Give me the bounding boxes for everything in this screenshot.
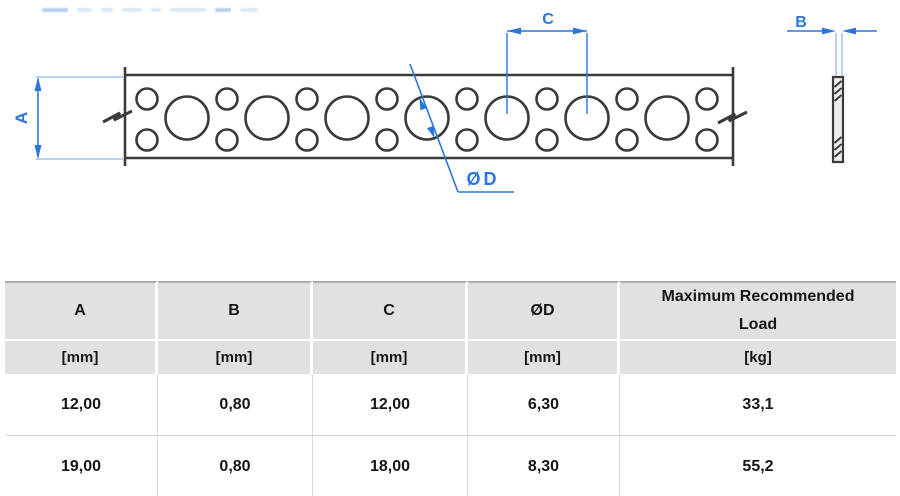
dim-c-label: C xyxy=(542,11,554,28)
small-hole xyxy=(135,87,159,111)
value-b: 0,80 xyxy=(158,374,313,435)
table-row: 19,00 0,80 18,00 8,30 55,2 xyxy=(5,435,896,496)
arrowhead-right xyxy=(573,27,587,35)
small-hole xyxy=(695,128,719,152)
large-hole xyxy=(324,95,370,141)
col-header-b: B xyxy=(158,281,313,339)
arrowhead-left xyxy=(507,27,521,35)
leader-line xyxy=(409,63,459,193)
arrowhead-lower xyxy=(427,125,435,139)
dim-d-label: ØD xyxy=(467,169,500,189)
dimension-a: A xyxy=(12,76,123,160)
col-header-a: A xyxy=(5,281,158,339)
hole-pattern xyxy=(135,87,719,152)
unit-load: [kg] xyxy=(620,339,896,374)
small-hole xyxy=(215,128,239,152)
table-header-row: A B C ØD Maximum Recommended Load xyxy=(5,281,896,339)
small-hole xyxy=(455,128,479,152)
front-view xyxy=(102,67,748,166)
arrowhead-up xyxy=(34,77,42,91)
large-hole xyxy=(644,95,690,141)
leader-d: ØD xyxy=(409,63,514,193)
side-view xyxy=(831,75,845,164)
unit-b: [mm] xyxy=(158,339,313,374)
unit-c: [mm] xyxy=(313,339,468,374)
value-d: 8,30 xyxy=(468,435,620,496)
arrowhead-left xyxy=(842,27,856,35)
small-hole xyxy=(455,87,479,111)
table-units-row: [mm] [mm] [mm] [mm] [kg] xyxy=(5,339,896,374)
small-hole xyxy=(375,128,399,152)
value-b: 0,80 xyxy=(158,435,313,496)
small-hole xyxy=(295,128,319,152)
unit-a: [mm] xyxy=(5,339,158,374)
arrowhead-down xyxy=(34,145,42,159)
dim-b-label: B xyxy=(795,14,807,31)
col-header-load: Maximum Recommended Load xyxy=(620,281,896,339)
arrowhead-upper xyxy=(419,97,427,111)
value-load: 55,2 xyxy=(620,435,896,496)
spec-table-wrap: A B C ØD Maximum Recommended Load [mm] [… xyxy=(5,281,896,496)
small-hole xyxy=(695,87,719,111)
table-row: 12,00 0,80 12,00 6,30 33,1 xyxy=(5,374,896,435)
unit-d: [mm] xyxy=(468,339,620,374)
dim-a-label: A xyxy=(12,112,31,124)
arrowhead-right xyxy=(822,27,836,35)
col-header-d: ØD xyxy=(468,281,620,339)
break-symbol-right xyxy=(717,110,748,125)
large-hole xyxy=(164,95,210,141)
small-hole xyxy=(135,128,159,152)
value-a: 12,00 xyxy=(5,374,158,435)
dimension-c: C xyxy=(506,11,588,114)
technical-drawing: A C ØD xyxy=(12,11,877,193)
dimension-b: B xyxy=(787,14,877,76)
large-hole xyxy=(404,95,450,141)
value-c: 18,00 xyxy=(313,435,468,496)
small-hole xyxy=(535,87,559,111)
small-hole xyxy=(615,87,639,111)
col-header-c: C xyxy=(313,281,468,339)
value-a: 19,00 xyxy=(5,435,158,496)
band-profile xyxy=(831,75,845,164)
faded-header-artifact xyxy=(42,6,258,14)
profile-hatching xyxy=(833,80,843,158)
value-load: 33,1 xyxy=(620,374,896,435)
value-d: 6,30 xyxy=(468,374,620,435)
small-hole xyxy=(535,128,559,152)
value-c: 12,00 xyxy=(313,374,468,435)
small-hole xyxy=(215,87,239,111)
large-hole xyxy=(244,95,290,141)
small-hole xyxy=(615,128,639,152)
spec-table: A B C ØD Maximum Recommended Load [mm] [… xyxy=(5,281,896,496)
small-hole xyxy=(295,87,319,111)
col-header-load-label: Maximum Recommended Load xyxy=(661,288,855,333)
small-hole xyxy=(375,87,399,111)
break-symbol-left xyxy=(102,109,133,124)
